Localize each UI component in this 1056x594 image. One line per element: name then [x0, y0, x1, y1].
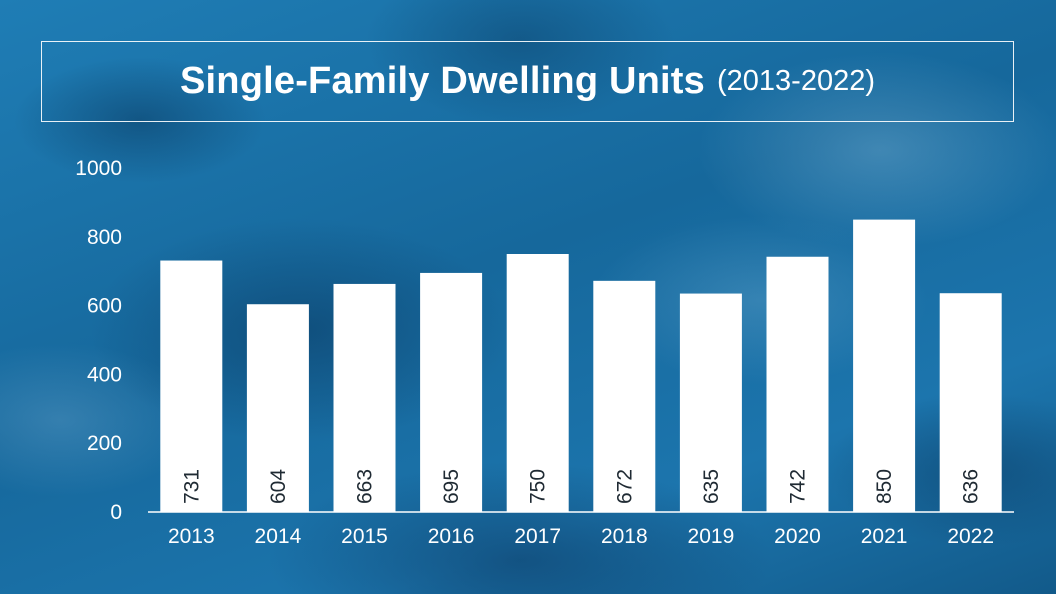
y-tick-label: 600 — [87, 295, 122, 318]
y-tick-label: 800 — [87, 226, 122, 249]
x-tick-label: 2018 — [601, 525, 648, 548]
bar-value-label: 636 — [960, 469, 983, 504]
chart-title: Single-Family Dwelling Units — [179, 60, 705, 102]
bar-value-label: 742 — [787, 469, 810, 504]
bar-2019 — [679, 293, 742, 512]
bar-2015 — [333, 283, 396, 512]
bar-value-label: 750 — [527, 469, 550, 504]
x-tick-label: 2017 — [514, 525, 561, 548]
bar-2017 — [506, 254, 569, 512]
bar-2014 — [246, 304, 309, 512]
bar-2020 — [766, 256, 829, 512]
x-tick-label: 2013 — [168, 525, 215, 548]
x-tick-label: 2016 — [428, 525, 475, 548]
x-tick-label: 2019 — [688, 525, 735, 548]
y-tick-label: 400 — [87, 363, 122, 386]
bar-value-label: 850 — [873, 469, 896, 504]
bar-value-label: 695 — [440, 469, 463, 504]
x-axis: 2013 2014 2015 2016 2017 2018 2019 2020 2021 2022 — [168, 525, 994, 548]
bar-value-label: 731 — [180, 469, 203, 504]
x-tick-label: 2020 — [774, 525, 821, 548]
x-tick-label: 2015 — [341, 525, 388, 548]
bar-2016 — [420, 272, 483, 512]
y-tick-label: 200 — [87, 432, 122, 455]
bar-value-label: 663 — [354, 469, 377, 504]
chart-subtitle: (2013-2022) — [717, 65, 875, 97]
title-box: Single-Family Dwelling Units (2013-2022) — [41, 41, 1014, 122]
bars-group: 731 604 663 695 750 672 635 742 850 636 — [160, 219, 1002, 512]
bar-2018 — [593, 280, 656, 512]
bar-2022 — [939, 293, 1002, 512]
y-tick-label: 1000 — [75, 157, 122, 180]
bar-value-label: 672 — [613, 469, 636, 504]
bar-2021 — [853, 219, 916, 512]
x-tick-label: 2014 — [255, 525, 302, 548]
y-tick-label: 0 — [110, 501, 122, 524]
bar-value-label: 604 — [267, 469, 290, 504]
y-axis: 0 200 400 600 800 1000 — [75, 157, 122, 524]
x-tick-label: 2022 — [947, 525, 994, 548]
x-tick-label: 2021 — [861, 525, 908, 548]
bar-2013 — [160, 260, 223, 512]
bar-value-label: 635 — [700, 469, 723, 504]
